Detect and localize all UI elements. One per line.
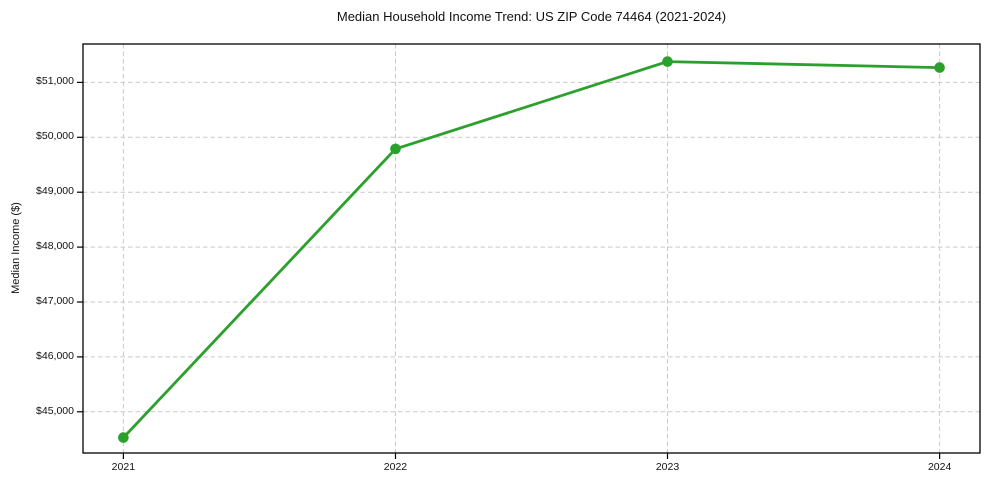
y-tick-label: $49,000: [36, 185, 74, 198]
x-tick-label: 2022: [383, 461, 408, 473]
trend-line: [122, 60, 941, 440]
x-tick-label: 2023: [655, 461, 680, 473]
y-tick-label: $48,000: [36, 240, 74, 253]
data-point-marker: [118, 432, 129, 443]
y-tick-label: $47,000: [36, 295, 74, 308]
data-point-marker: [390, 143, 401, 155]
data-point-marker: [662, 56, 673, 67]
chart-title: Median Household Income Trend: US ZIP Co…: [336, 9, 727, 24]
data-point-marker: [934, 62, 945, 73]
y-tick-label: $51,000: [36, 75, 74, 88]
plot-border: [82, 43, 981, 454]
y-tick-label: $46,000: [36, 349, 74, 362]
y-tick-label: $45,000: [36, 404, 74, 417]
x-tick-label: 2024: [927, 461, 952, 473]
y-tick-label: $50,000: [36, 130, 74, 143]
y-tick-labels: $45,000 $46,000 $47,000 $48,000 $49,000 $50,0…: [0, 0, 74, 490]
x-tick-label: 2021: [111, 461, 136, 473]
